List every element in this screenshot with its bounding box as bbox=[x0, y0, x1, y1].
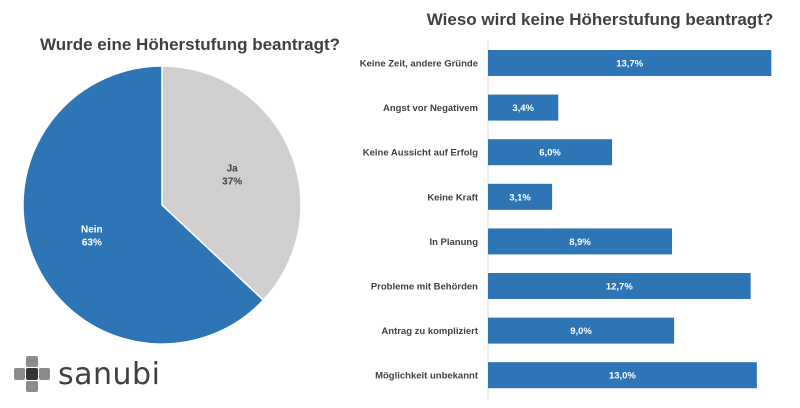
bar-value-label: 8,9% bbox=[569, 237, 591, 248]
bar-6 bbox=[488, 317, 675, 344]
bar-4 bbox=[488, 228, 673, 255]
bar-value-label: 6,0% bbox=[539, 148, 561, 159]
bar-value-label: 3,1% bbox=[509, 192, 531, 203]
bar-category-label: Probleme mit Behörden bbox=[371, 282, 478, 293]
bar-7 bbox=[488, 362, 757, 389]
bar-chart: Keine Zeit, andere Gründe 13,7% Angst vor … bbox=[360, 40, 772, 400]
pie-value-nein: 63% bbox=[82, 237, 102, 248]
bar-3 bbox=[488, 183, 553, 210]
pie-slice-ja bbox=[161, 65, 302, 302]
sanubi-logo: sanubi bbox=[12, 354, 160, 394]
pie-label-nein: Nein bbox=[81, 224, 103, 235]
bar-1 bbox=[488, 94, 559, 121]
bar-chart-title: Wieso wird keine Höherstufung beantragt? bbox=[426, 10, 774, 29]
bar-category-label: Möglichkeit unbekannt bbox=[375, 371, 479, 382]
pie-chart: Ja 37% Nein 63% bbox=[22, 65, 302, 345]
bar-0 bbox=[488, 50, 772, 76]
bar-category-label: Keine Kraft bbox=[427, 192, 479, 203]
logo-text: sanubi bbox=[58, 356, 161, 392]
bar-5 bbox=[488, 273, 751, 299]
bar-category-label: Keine Zeit, andere Gründe bbox=[360, 59, 478, 70]
sanubi-cross-icon bbox=[14, 356, 50, 392]
pie-value-ja: 37% bbox=[222, 177, 242, 188]
bar-value-label: 13,7% bbox=[616, 59, 643, 70]
pie-slice-nein bbox=[22, 65, 265, 345]
pie-label-ja: Ja bbox=[227, 164, 239, 175]
bar-category-label: In Planung bbox=[429, 237, 478, 248]
bar-value-label: 3,4% bbox=[512, 103, 534, 114]
bar-2 bbox=[488, 139, 613, 166]
bar-value-label: 12,7% bbox=[606, 282, 633, 293]
bar-value-label: 13,0% bbox=[609, 371, 636, 382]
bar-category-label: Angst vor Negativem bbox=[383, 103, 478, 114]
bar-category-label: Keine Aussicht auf Erfolg bbox=[363, 148, 478, 159]
bar-value-label: 9,0% bbox=[570, 326, 592, 337]
bar-category-label: Antrag zu kompliziert bbox=[381, 326, 478, 337]
pie-chart-title: Wurde eine Höherstufung beantragt? bbox=[40, 35, 341, 54]
